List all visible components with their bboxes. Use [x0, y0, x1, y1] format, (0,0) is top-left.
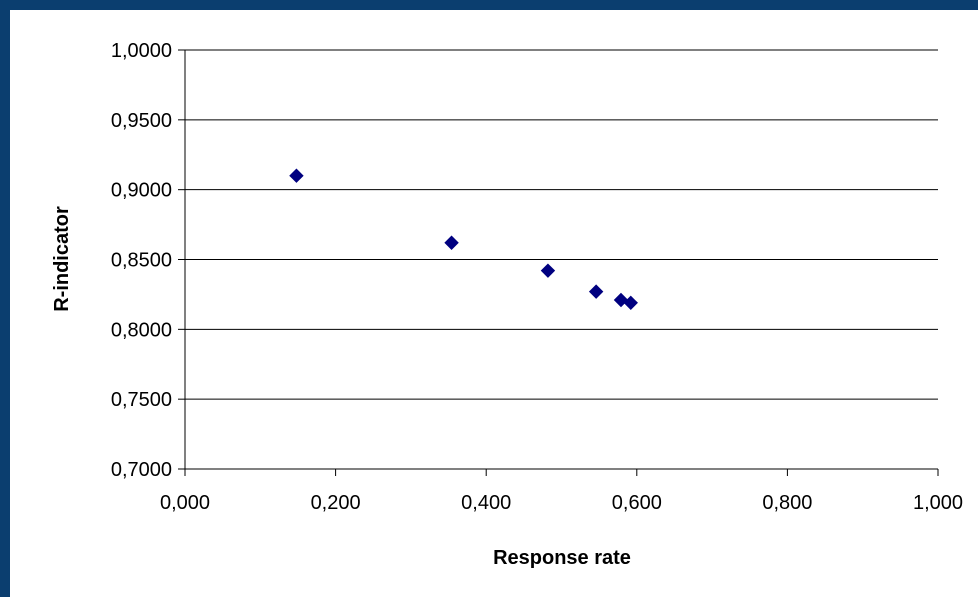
data-points: [289, 168, 638, 311]
chart-frame: [10, 10, 978, 597]
x-tick-label: 0,400: [461, 492, 511, 514]
y-tick-label: 0,9500: [111, 110, 172, 132]
x-tick-labels: 0,000 0,200 0,400 0,600 0,800 1,000: [160, 492, 963, 514]
data-point: [540, 263, 556, 278]
x-tick-label: 0,600: [612, 492, 662, 514]
y-axis-title: R-indicator: [51, 206, 73, 312]
data-point: [444, 235, 459, 250]
x-tick-label: 0,800: [762, 492, 812, 514]
gridlines: [185, 49, 938, 400]
axes: [178, 49, 939, 476]
data-point: [623, 295, 638, 311]
x-axis-title: Response rate: [493, 547, 631, 569]
x-tick-label: 0,000: [160, 492, 210, 514]
y-tick-label: 0,7500: [111, 389, 172, 411]
x-tick-label: 0,200: [311, 492, 361, 514]
y-tick-label: 0,9000: [111, 180, 172, 202]
y-tick-labels: 0,7000 0,7500 0,8000 0,8500 0,9000 0,9500 1,00…: [111, 40, 172, 481]
y-tick-label: 0,8500: [111, 250, 172, 272]
x-tick-label: 1,000: [913, 492, 963, 514]
data-point: [588, 284, 604, 299]
y-tick-label: 0,7000: [111, 459, 172, 481]
y-tick-label: 0,8000: [111, 319, 172, 341]
y-tick-label: 1,0000: [111, 40, 172, 62]
data-point: [289, 168, 304, 183]
